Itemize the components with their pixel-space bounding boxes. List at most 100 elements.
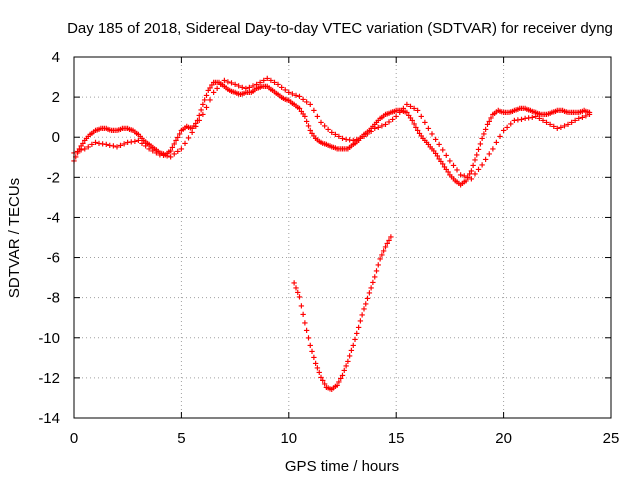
data-point: + xyxy=(302,318,308,329)
data-point: + xyxy=(338,374,344,385)
chart-title: Day 185 of 2018, Sidereal Day-to-day VTE… xyxy=(67,20,613,37)
data-point: + xyxy=(177,129,183,140)
data-point: + xyxy=(493,138,499,149)
data-point: + xyxy=(536,109,542,120)
data-point: + xyxy=(186,133,192,144)
data-point: + xyxy=(372,272,378,283)
data-point: + xyxy=(454,165,460,176)
data-point: + xyxy=(309,346,315,357)
data-point: + xyxy=(141,136,147,147)
data-point: + xyxy=(297,92,303,103)
data-point: + xyxy=(576,108,582,119)
data-point: + xyxy=(144,138,150,149)
data-point: + xyxy=(329,128,335,139)
data-point: + xyxy=(322,379,328,390)
data-point: + xyxy=(291,100,297,111)
data-point: + xyxy=(504,122,510,133)
data-point: + xyxy=(126,124,132,135)
data-point: + xyxy=(291,278,297,289)
data-point: + xyxy=(352,334,358,345)
data-point: + xyxy=(130,126,136,137)
data-point: + xyxy=(533,108,539,119)
data-point: + xyxy=(363,128,369,139)
data-point: + xyxy=(110,141,116,152)
data-point: + xyxy=(157,148,163,159)
y-tick-label: -14 xyxy=(38,410,60,427)
data-point: + xyxy=(400,104,406,115)
data-point: + xyxy=(252,85,258,96)
data-point: + xyxy=(331,142,337,153)
data-point: + xyxy=(314,135,320,146)
data-point: + xyxy=(540,110,546,121)
data-point: + xyxy=(587,108,593,119)
data-point: + xyxy=(332,143,338,154)
data-point: + xyxy=(198,105,204,116)
data-point: + xyxy=(169,142,175,153)
y-axis-label: SDTVAR / TECUs xyxy=(6,178,23,298)
data-point: + xyxy=(368,283,374,294)
data-point: + xyxy=(194,116,200,127)
data-point: + xyxy=(284,95,290,106)
data-point: + xyxy=(508,107,514,118)
data-point: + xyxy=(390,114,396,125)
data-point: + xyxy=(225,77,231,88)
data-point: + xyxy=(173,136,179,147)
data-point: + xyxy=(425,140,431,151)
data-point: + xyxy=(415,106,421,117)
data-point: + xyxy=(327,384,333,395)
data-point: + xyxy=(323,140,329,151)
data-point: + xyxy=(368,126,374,137)
data-point: + xyxy=(311,352,317,363)
x-tick-label: 20 xyxy=(495,430,512,447)
data-point: + xyxy=(368,124,374,135)
x-tick-label: 0 xyxy=(70,430,78,447)
data-point: + xyxy=(497,132,503,143)
data-point: + xyxy=(366,288,372,299)
data-point: + xyxy=(105,124,111,135)
data-point: + xyxy=(271,87,277,98)
data-point: + xyxy=(234,88,240,99)
data-point: + xyxy=(356,136,362,147)
data-point: + xyxy=(529,112,535,123)
data-point: + xyxy=(348,141,354,152)
data-point: + xyxy=(178,126,184,137)
data-point: + xyxy=(579,106,585,117)
data-point: + xyxy=(522,114,528,125)
data-point: + xyxy=(75,148,81,159)
x-tick-label: 15 xyxy=(388,430,405,447)
data-point: + xyxy=(400,106,406,117)
data-point: + xyxy=(420,134,426,145)
data-point: + xyxy=(395,106,401,117)
data-point: + xyxy=(379,112,385,123)
data-point: + xyxy=(230,87,236,98)
data-point: + xyxy=(517,104,523,115)
data-point: + xyxy=(297,104,303,115)
data-point: + xyxy=(107,125,113,136)
data-point: + xyxy=(422,118,428,129)
data-point: + xyxy=(316,136,322,147)
data-point: + xyxy=(135,130,141,141)
data-point: + xyxy=(560,106,566,117)
data-point: + xyxy=(350,340,356,351)
data-point: + xyxy=(221,82,227,93)
data-point: + xyxy=(556,106,562,117)
data-point: + xyxy=(450,174,456,185)
data-point: + xyxy=(422,136,428,147)
data-point: + xyxy=(391,106,397,117)
data-point: + xyxy=(82,136,88,147)
data-point: + xyxy=(203,102,209,113)
data-point: + xyxy=(103,124,109,135)
data-point: + xyxy=(477,139,483,150)
data-point: + xyxy=(334,144,340,155)
data-point: + xyxy=(540,116,546,127)
data-point: + xyxy=(379,250,385,261)
data-point: + xyxy=(329,142,335,153)
data-point: + xyxy=(101,124,107,135)
data-point: + xyxy=(442,162,448,173)
data-point: + xyxy=(393,112,399,123)
data-point: + xyxy=(463,176,469,187)
data-point: + xyxy=(314,363,320,374)
data-point: + xyxy=(572,116,578,127)
data-point: + xyxy=(545,109,551,120)
data-point: + xyxy=(565,120,571,131)
